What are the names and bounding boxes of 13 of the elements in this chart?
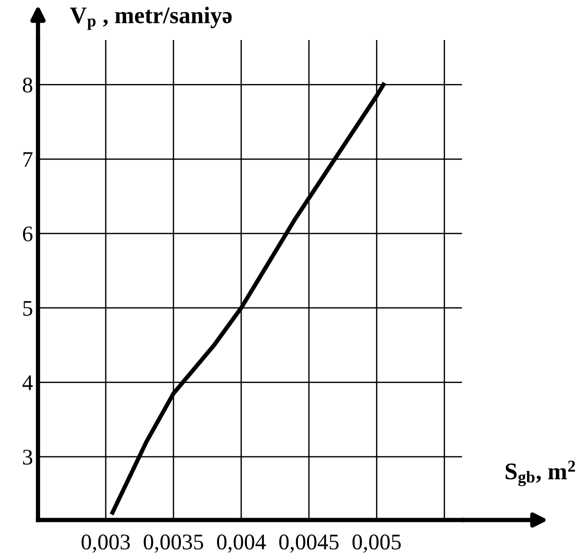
x-tick-label: 0,004	[217, 534, 266, 553]
y-axis-title: V$_{p}$ , metr/saniyə	[70, 6, 232, 30]
y-tick-label: 7	[23, 152, 32, 167]
y-tick-label: 4	[22, 375, 33, 390]
x-tick-label: 0,0045	[279, 534, 339, 553]
x-tick-label: 0,005	[352, 534, 401, 553]
y-tick-label: 5	[23, 301, 32, 316]
x-tick-label: 0,0035	[144, 534, 204, 553]
y-tick-label: 8	[22, 78, 32, 93]
x-tick-label: 0,003	[82, 534, 130, 553]
x-axis-title: S$_{gb}$, m$^{2}$	[506, 460, 575, 486]
y-tick-label: 3	[23, 450, 32, 465]
y-tick-label: 6	[22, 226, 32, 242]
